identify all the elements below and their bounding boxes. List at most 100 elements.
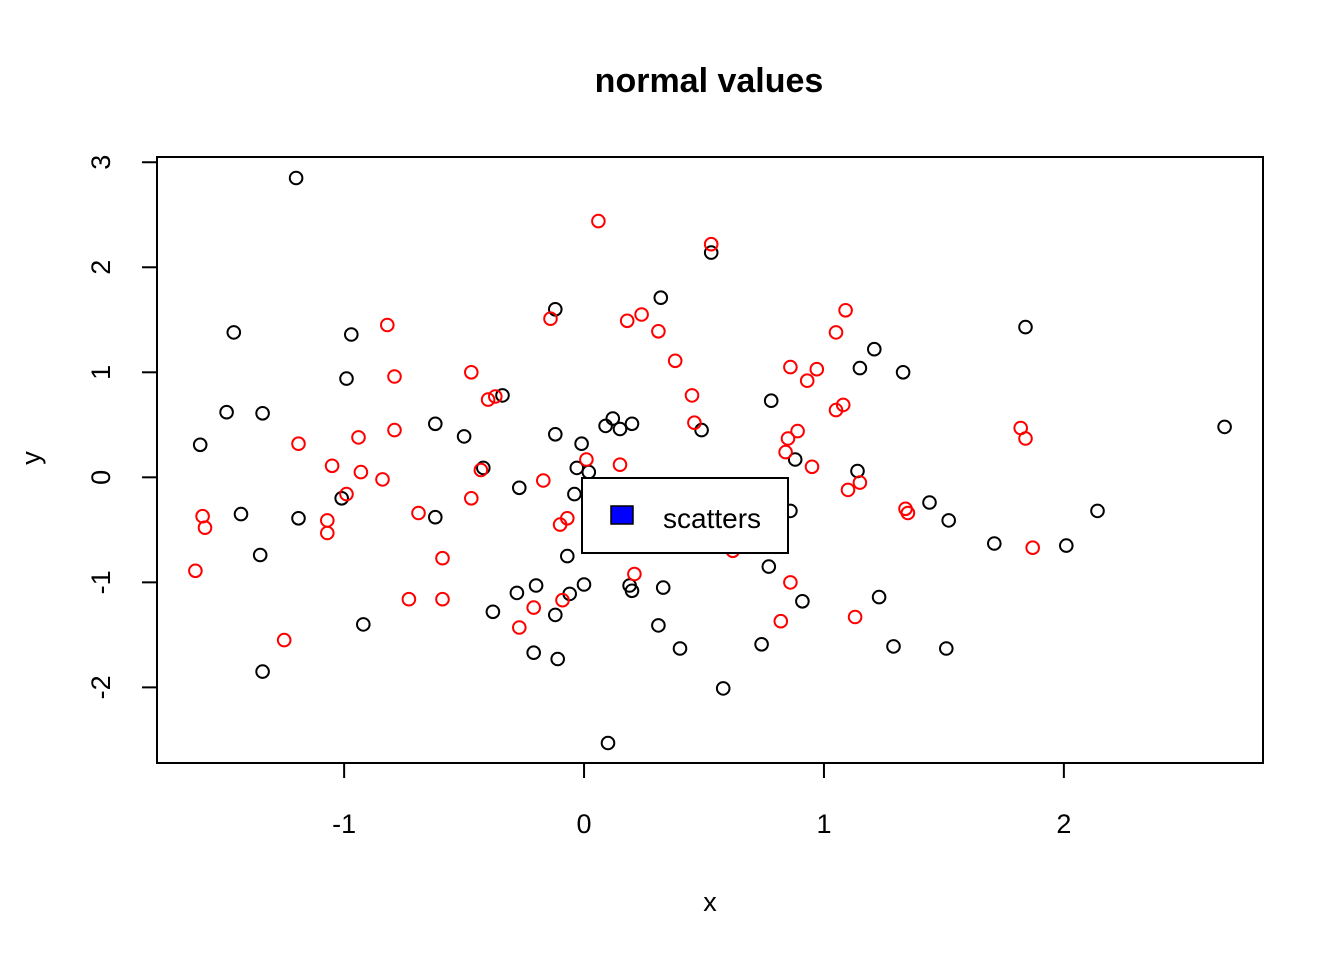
scatter-point [188,563,203,579]
scatter-point [840,482,856,498]
scatter-point [778,444,793,460]
scatter-point [476,460,491,476]
scatter-point [320,513,335,528]
scatter-point [356,617,371,632]
scatter-point [703,236,719,252]
scatter-point [255,406,270,421]
scatter-point [526,645,542,661]
scatter-point [867,341,882,357]
scatter-point [334,491,350,506]
y-tick-label: 1 [86,365,116,380]
scatter-point [291,436,306,452]
scatter-point [790,423,805,439]
scatter-point [581,464,597,480]
scatter-point [192,437,208,453]
scatter-point [339,371,354,386]
scatter-point [651,618,666,633]
x-axis-label: x [703,887,717,917]
scatter-point [694,422,709,438]
scatter-point [1090,503,1105,519]
scatter-point [795,594,810,609]
x-tick-label: 2 [1056,809,1071,839]
scatter-point [485,604,501,620]
scatter-point [763,393,779,409]
scatter-point [835,397,851,413]
scatter-point [401,591,417,607]
scatter-point [548,607,563,623]
scatter-point [548,427,563,442]
x-tick-label: -1 [332,809,356,839]
scatter-point [591,213,606,229]
scatter-point [226,325,242,340]
scatter-point [900,505,916,521]
y-axis-label: y [16,451,46,465]
x-axis: -1 0 1 2 [332,762,1071,839]
scatter-point [847,609,863,625]
scatter-point [528,578,544,593]
scatter-point [550,651,566,667]
scatter-point [560,511,575,526]
scatter-point [1018,431,1033,446]
scatter-point [684,388,700,403]
scatter-point [715,681,731,696]
scatter-point [509,585,525,601]
scatter-point [495,388,510,403]
scatter-point [871,589,887,605]
scatter-point [828,325,844,340]
scatter-point [464,365,479,380]
scatter-point [428,416,443,432]
scatter-point [351,430,366,445]
scatter-point [809,361,825,377]
scatter-point [387,369,402,384]
scatter-point [653,290,669,306]
scatter-point [895,365,911,380]
scatter-point [567,486,582,502]
scatter-point [598,418,613,434]
scatter-point [344,327,359,342]
scatter-point [773,613,789,629]
scatter-point [612,457,628,473]
y-tick-label: 0 [86,470,116,485]
scatter-point [560,548,575,564]
scatter-point [456,429,472,444]
scatter-point [627,566,642,582]
scatter-point [761,559,777,574]
plot-frame [156,156,1264,764]
scatter-point [555,592,570,608]
scatter-point [941,513,957,528]
scatter-point [624,416,640,432]
scatter-point [380,317,395,333]
scatter-point [291,511,306,526]
scatter-point [780,431,796,446]
scatter-point [1217,419,1232,435]
scatter-point [339,486,354,502]
scatter-point [600,735,616,751]
y-axis: -2 -1 0 1 2 3 [86,155,158,699]
scatter-point [320,525,335,541]
scatter-point [703,245,719,260]
scatter-point [922,495,937,510]
scatter-point [219,404,234,420]
scatter-point [939,641,954,656]
scatter-point [488,389,503,404]
scatter-point [634,307,649,322]
scatter-point [252,547,268,563]
scatter-point [850,463,865,479]
scatter-point [579,452,594,467]
scatter-point [435,591,450,607]
scatter-point [1025,540,1040,556]
scatter-point [512,480,527,496]
y-tick-label: -1 [86,570,116,594]
scatter-point [987,536,1002,551]
y-tick-label: 3 [86,155,116,170]
scatter-point [353,464,369,480]
scatter-point [574,436,589,452]
scatter-point [411,505,426,521]
scatter-point [195,508,210,524]
scatter-point [197,520,213,536]
scatter-point [852,360,868,376]
scatter-point [387,422,402,438]
scatter-point [1059,538,1074,553]
scatter-point [526,600,542,615]
y-tick-label: 2 [86,260,116,275]
